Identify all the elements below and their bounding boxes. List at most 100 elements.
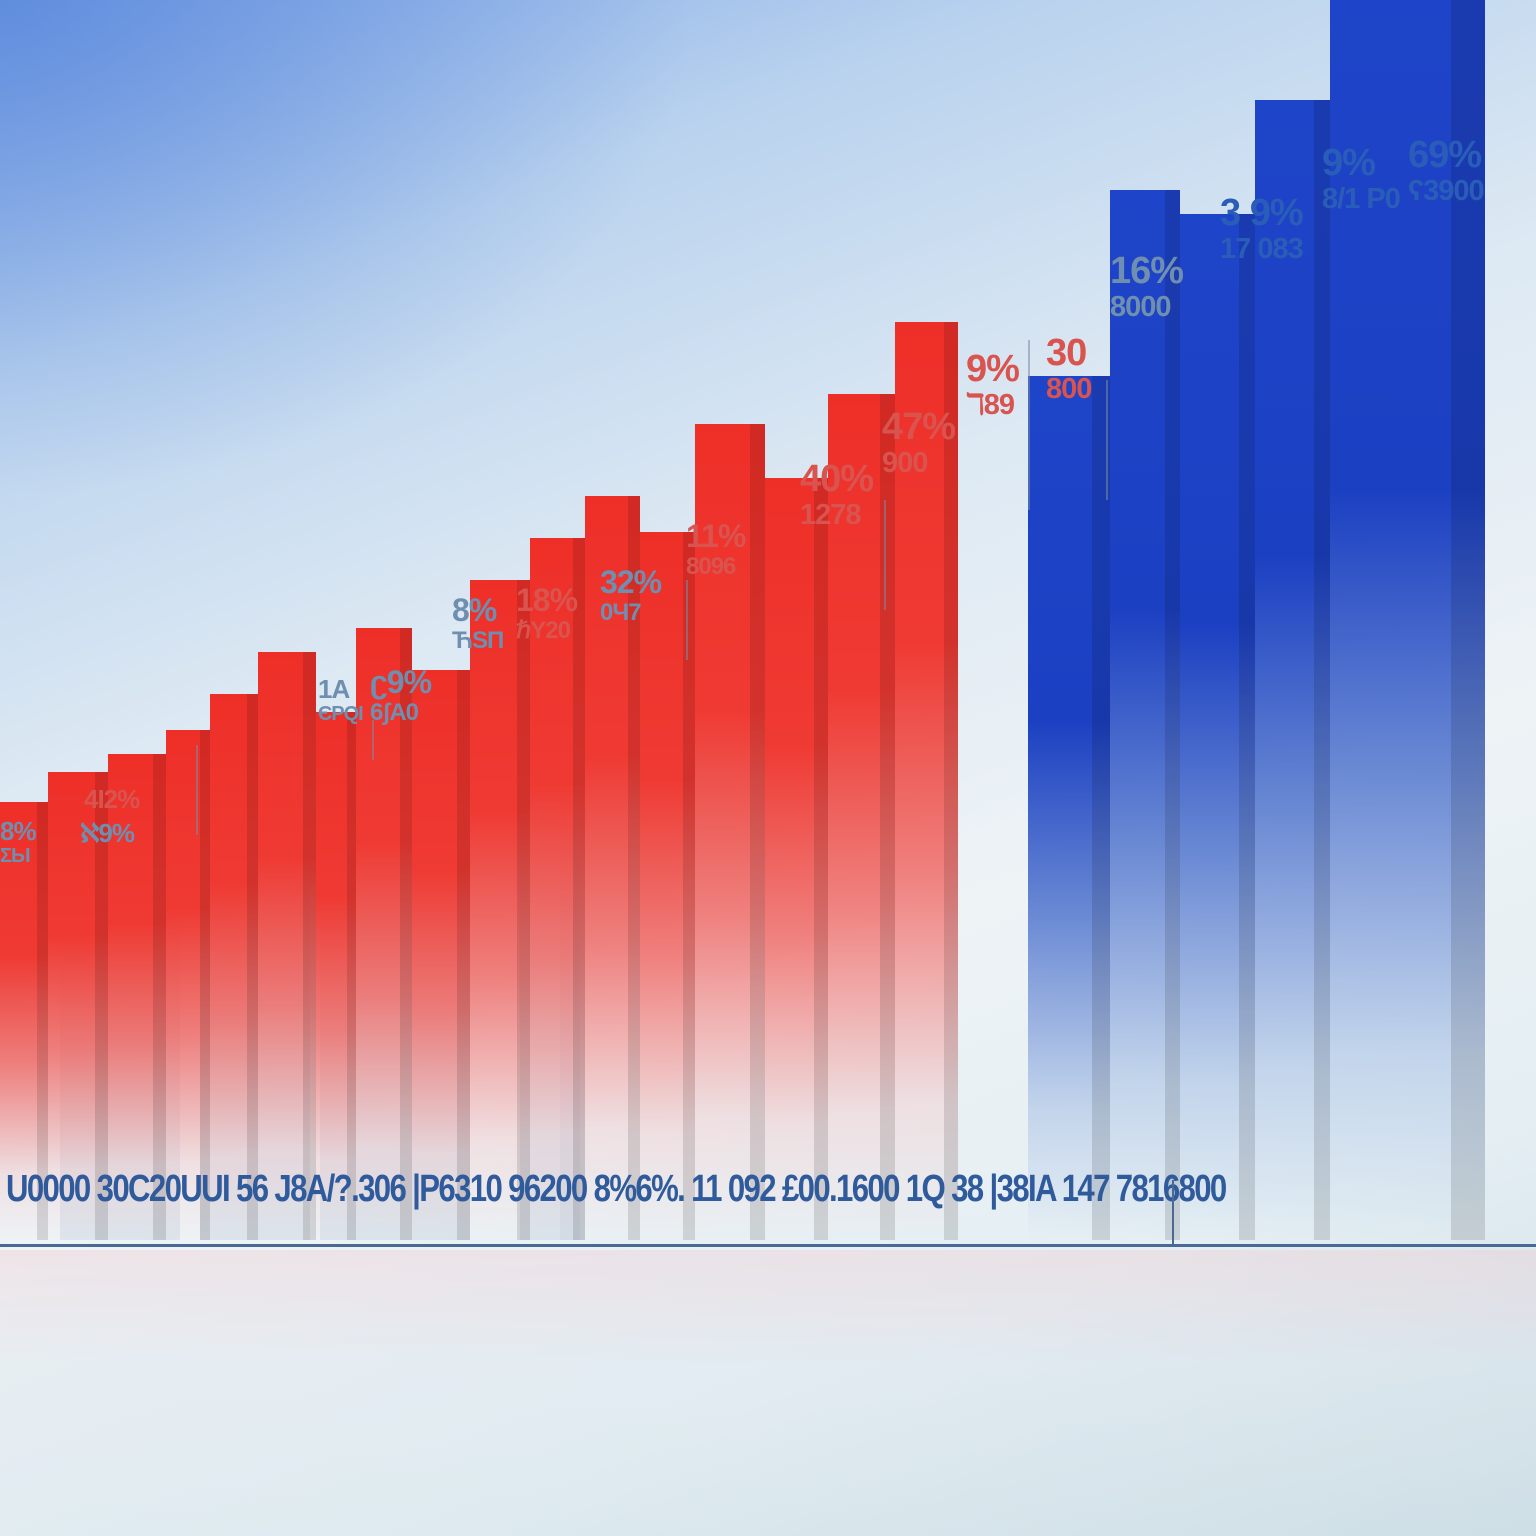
bar-annotation: 47% 900 (882, 407, 956, 480)
annotation-value: 17 083 (1220, 232, 1304, 265)
bar-side-shade (1091, 376, 1110, 1240)
bar-side-shade (347, 712, 356, 1240)
red-bar (470, 580, 530, 1240)
bar-face (895, 322, 958, 1240)
bar-face (258, 652, 316, 1240)
bar-face (530, 538, 585, 1240)
bar-side-shade (749, 424, 765, 1240)
bar-side-shade (1164, 190, 1180, 1240)
x-axis-line (0, 1244, 1536, 1247)
bar-face (1028, 376, 1110, 1240)
annotation-value: 6ʃA0 (370, 698, 419, 726)
annotation-percent: 16% (1110, 250, 1184, 292)
bar-annotation: 18% ℏY20 (516, 583, 578, 644)
bar-annotation: 32% 0Ч7 (600, 564, 662, 626)
red-bar (210, 694, 258, 1240)
annotation-value: ЄPQI (318, 703, 364, 726)
bar-side-shade (37, 802, 48, 1240)
bar-face (48, 772, 108, 1240)
annotation-value: 8/1 P0 (1322, 182, 1401, 215)
red-bar (585, 496, 640, 1240)
leader-line (1028, 340, 1030, 510)
background-glow (0, 0, 700, 500)
blue-bar (1028, 376, 1110, 1240)
bar-face (210, 694, 258, 1240)
leader-line (686, 580, 688, 660)
bar-annotation: 16% 8000 (1110, 250, 1184, 324)
red-bar (0, 802, 48, 1240)
annotation-percent: 8% (0, 816, 37, 846)
leader-line (884, 500, 886, 610)
red-bar (166, 730, 210, 1240)
annotation-percent: 30 (1046, 332, 1087, 374)
bar-face (828, 394, 895, 1240)
bar-side-shade (457, 670, 470, 1240)
bar-face (470, 580, 530, 1240)
bar-face (1110, 190, 1180, 1240)
bar-side-shade (880, 394, 895, 1240)
bar-annotation: 8% ΣЫ (0, 816, 37, 867)
annotation-percent: 11% (686, 518, 746, 554)
annotation-value: 800 (1046, 372, 1092, 405)
floor-reflection (0, 1250, 1536, 1536)
bar-face (585, 496, 640, 1240)
bar-side-shade (1238, 214, 1255, 1240)
bar-side-shade (682, 532, 695, 1240)
annotation-value: 0Ч7 (600, 598, 642, 626)
red-bar (412, 670, 470, 1240)
annotation-percent: 8% (452, 592, 497, 628)
leader-line (196, 745, 198, 835)
bar-annotation: 9% ℸ89 (966, 349, 1020, 422)
bar-annotation: ℵ9% (80, 819, 135, 847)
bar-side-shade (399, 628, 412, 1240)
bar-side-shade (944, 322, 958, 1240)
bar-annotation: 11% 8096 (686, 518, 746, 580)
annotation-value: 1278 (800, 498, 862, 531)
bar-face (1330, 0, 1485, 1240)
red-bar (828, 394, 895, 1240)
bar-face (356, 628, 412, 1240)
annotation-value: 8000 (1110, 290, 1172, 323)
annotation-value: ℸ89 (966, 388, 1015, 421)
axis-divider (1172, 1180, 1174, 1244)
annotation-percent: 9% (1322, 142, 1376, 184)
annotation-percent: 69% (1408, 134, 1482, 176)
bar-face (316, 712, 356, 1240)
bar-face (640, 532, 695, 1240)
blue-bar (1180, 214, 1255, 1240)
bar-face (108, 754, 166, 1240)
annotation-percent: 1A (318, 674, 350, 704)
bar-face (765, 478, 828, 1240)
red-bar (530, 538, 585, 1240)
annotation-value: ℏY20 (516, 616, 571, 644)
bar-annotation: ʗ9% 6ʃA0 (370, 664, 432, 726)
x-axis-tick-labels: U0000 30C20UUI 56 J8A/?.306 |P6310 96200… (6, 1168, 1227, 1210)
bar-annotation: 3 9% 17 083 (1220, 192, 1304, 266)
annotation-value: ЋSП (452, 626, 504, 654)
bar-face (1180, 214, 1255, 1240)
annotation-value: 8096 (686, 552, 736, 580)
bar-annotation: 40% 1278 (800, 459, 874, 532)
annotation-percent: ʗ9% (370, 664, 432, 700)
red-bar (258, 652, 316, 1240)
bar-side-shade (200, 730, 210, 1240)
annotation-value: 900 (882, 446, 928, 479)
annotation-percent: 3 9% (1220, 192, 1304, 234)
bar-side-shade (814, 478, 828, 1240)
bar-face (166, 730, 210, 1240)
leader-line (1106, 380, 1108, 500)
red-bar (48, 772, 108, 1240)
bar-side-shade (516, 580, 530, 1240)
bar-annotation: 9% 8/1 P0 (1322, 142, 1401, 216)
annotation-percent: 32% (600, 564, 662, 600)
bar-annotation: 30 800 (1046, 332, 1092, 406)
red-bar (356, 628, 412, 1240)
bar-side-shade (572, 538, 585, 1240)
blue-bar (1255, 100, 1330, 1240)
bar-annotation: 4I2% (84, 785, 140, 813)
bar-face (695, 424, 765, 1240)
bar-annotation: 1A ЄPQI (318, 674, 364, 726)
red-bar (895, 322, 958, 1240)
red-bar (695, 424, 765, 1240)
blue-bar (1330, 0, 1485, 1240)
